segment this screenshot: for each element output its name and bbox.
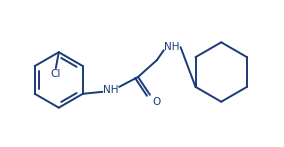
Text: O: O (152, 97, 160, 107)
Text: NH: NH (103, 85, 118, 95)
Text: NH: NH (164, 42, 179, 52)
Text: Cl: Cl (51, 69, 61, 79)
